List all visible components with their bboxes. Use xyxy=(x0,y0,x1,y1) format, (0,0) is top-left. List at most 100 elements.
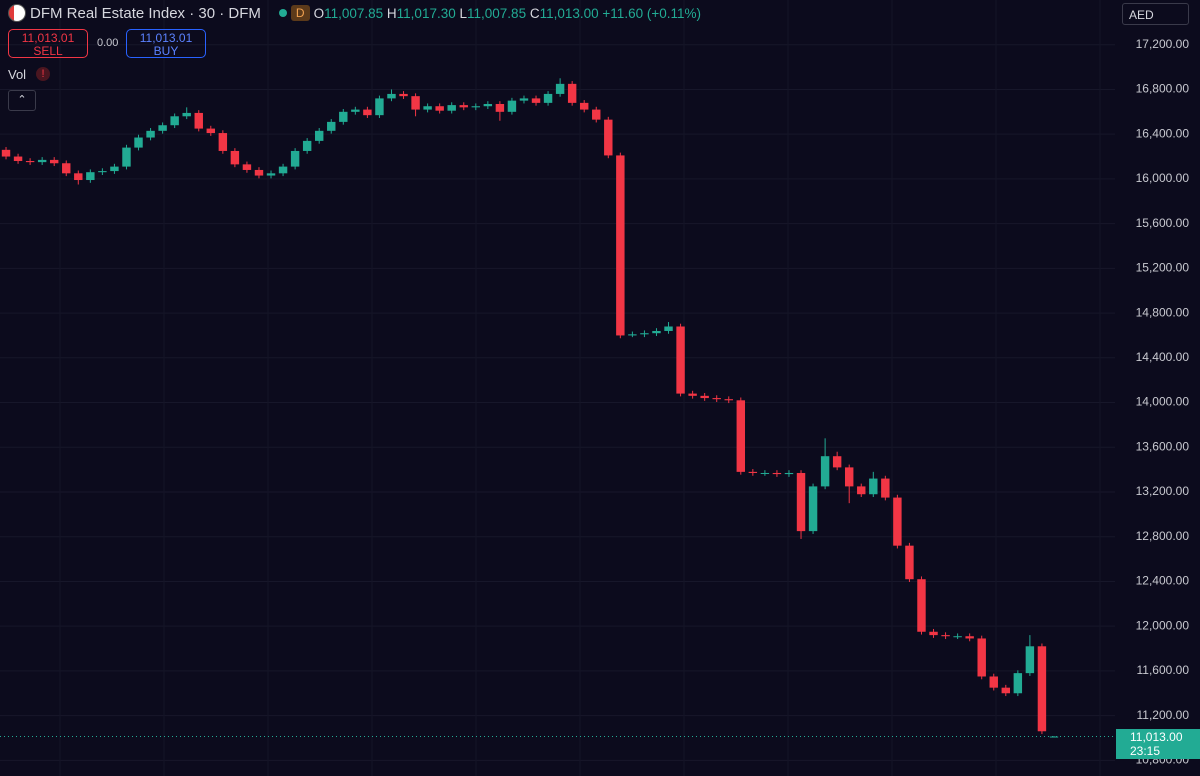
candle-body xyxy=(592,109,601,120)
l-label: L xyxy=(459,5,468,21)
candle-body xyxy=(495,103,505,112)
candle-body xyxy=(676,326,685,394)
candle-body xyxy=(471,106,481,108)
candle-body xyxy=(616,155,625,336)
candle-body xyxy=(194,112,203,129)
y-tick-label: 15,600.00 xyxy=(1136,216,1190,230)
candle-body xyxy=(387,93,396,99)
buy-label: BUY xyxy=(153,44,179,58)
candle-body xyxy=(953,636,962,638)
candle-body xyxy=(218,133,228,151)
candle-body xyxy=(604,119,613,156)
buy-price: 11,013.01 xyxy=(139,31,193,45)
candle-body xyxy=(760,472,770,474)
candle-body xyxy=(134,137,143,148)
candle-body xyxy=(86,172,95,181)
candle-body xyxy=(688,393,697,396)
y-tick-label: 12,400.00 xyxy=(1136,574,1190,588)
candle-body xyxy=(784,472,794,475)
data-badge[interactable]: D xyxy=(290,5,310,21)
indicator-name[interactable]: Vol xyxy=(8,67,27,82)
candle-body xyxy=(254,169,264,176)
candle-body xyxy=(844,467,854,487)
o-value: 11,007.85 xyxy=(324,5,384,21)
candle-body xyxy=(700,395,709,399)
candle-body xyxy=(808,486,818,532)
candle-body xyxy=(724,399,733,401)
y-tick-label: 15,200.00 xyxy=(1136,261,1190,275)
candle-body xyxy=(869,478,878,495)
c-label: C xyxy=(529,5,540,21)
ohlc-readout: O11,007.85 H11,017.30 L11,007.85 C11,013… xyxy=(314,6,701,21)
candle-body xyxy=(893,497,902,546)
candle-body xyxy=(158,125,167,131)
change: +11.60 (+0.11%) xyxy=(602,5,701,21)
y-tick-label: 14,400.00 xyxy=(1136,350,1190,364)
candle-body xyxy=(977,638,986,677)
chart-header: DFM Real Estate Index · 30 · DFM D O11,0… xyxy=(8,3,701,23)
candle-body xyxy=(375,98,384,116)
candle-body xyxy=(447,105,456,111)
candle-body xyxy=(170,116,179,126)
candle-body xyxy=(736,400,746,472)
candle-body xyxy=(1025,646,1035,674)
sell-button[interactable]: 11,013.01 SELL xyxy=(8,29,88,58)
candle-body xyxy=(146,130,155,138)
y-tick-label: 17,200.00 xyxy=(1136,37,1190,51)
candle-body xyxy=(941,635,950,637)
sell-price: 11,013.01 xyxy=(21,31,75,45)
candle-body xyxy=(712,398,721,400)
y-tick-label: 11,200.00 xyxy=(1137,708,1190,722)
c-value: 11,013.00 xyxy=(539,5,599,21)
candle-body xyxy=(519,98,529,101)
last-price-label: 11,013.00 xyxy=(1130,730,1183,744)
candle-body xyxy=(543,93,553,103)
l-value: 11,007.85 xyxy=(467,5,527,21)
candle-body xyxy=(965,636,974,639)
candle-body xyxy=(832,456,842,468)
candle-body xyxy=(74,173,83,181)
symbol-title[interactable]: DFM Real Estate Index · 30 · DFM xyxy=(30,4,261,22)
candle-body xyxy=(748,471,758,473)
currency-selector[interactable]: AED xyxy=(1122,3,1189,25)
candle-body xyxy=(351,109,360,112)
y-tick-label: 11,600.00 xyxy=(1137,663,1190,677)
candle-body xyxy=(399,93,408,97)
y-tick-label: 14,800.00 xyxy=(1136,305,1190,319)
y-tick-label: 13,600.00 xyxy=(1136,439,1190,453)
candle-body xyxy=(1013,673,1023,694)
candle-body xyxy=(820,456,830,487)
candle-body xyxy=(122,147,131,167)
candle-body xyxy=(314,130,324,141)
candle-body xyxy=(1001,687,1011,694)
y-tick-label: 12,000.00 xyxy=(1136,618,1190,632)
buy-button[interactable]: 11,013.01 BUY xyxy=(126,29,206,58)
candle-body xyxy=(242,164,252,170)
candle-body xyxy=(881,478,890,498)
y-tick-label: 16,400.00 xyxy=(1136,126,1190,140)
candle-body xyxy=(459,105,468,108)
candle-body xyxy=(25,161,35,163)
candle-body xyxy=(49,159,59,164)
collapse-button[interactable]: ⌃ xyxy=(8,90,36,111)
indicator-warning[interactable]: ! xyxy=(36,67,50,81)
candle-body xyxy=(857,486,866,495)
last-price-box: 11,013.00 23:15 xyxy=(1116,729,1200,759)
candle-body xyxy=(664,326,673,331)
candle-body xyxy=(628,334,637,336)
h-label: H xyxy=(386,5,397,21)
candle-body xyxy=(1049,736,1059,738)
candle-body xyxy=(266,173,276,176)
candle-body xyxy=(339,111,348,122)
candle-body xyxy=(98,171,107,173)
candle-body xyxy=(555,83,565,94)
y-tick-label: 13,200.00 xyxy=(1136,484,1190,498)
candle-body xyxy=(1037,646,1047,732)
candle-body xyxy=(531,98,541,103)
candle-body xyxy=(507,100,517,112)
countdown: 23:15 xyxy=(1130,744,1161,758)
candle-body xyxy=(411,96,420,110)
y-tick-label: 12,800.00 xyxy=(1136,529,1190,543)
